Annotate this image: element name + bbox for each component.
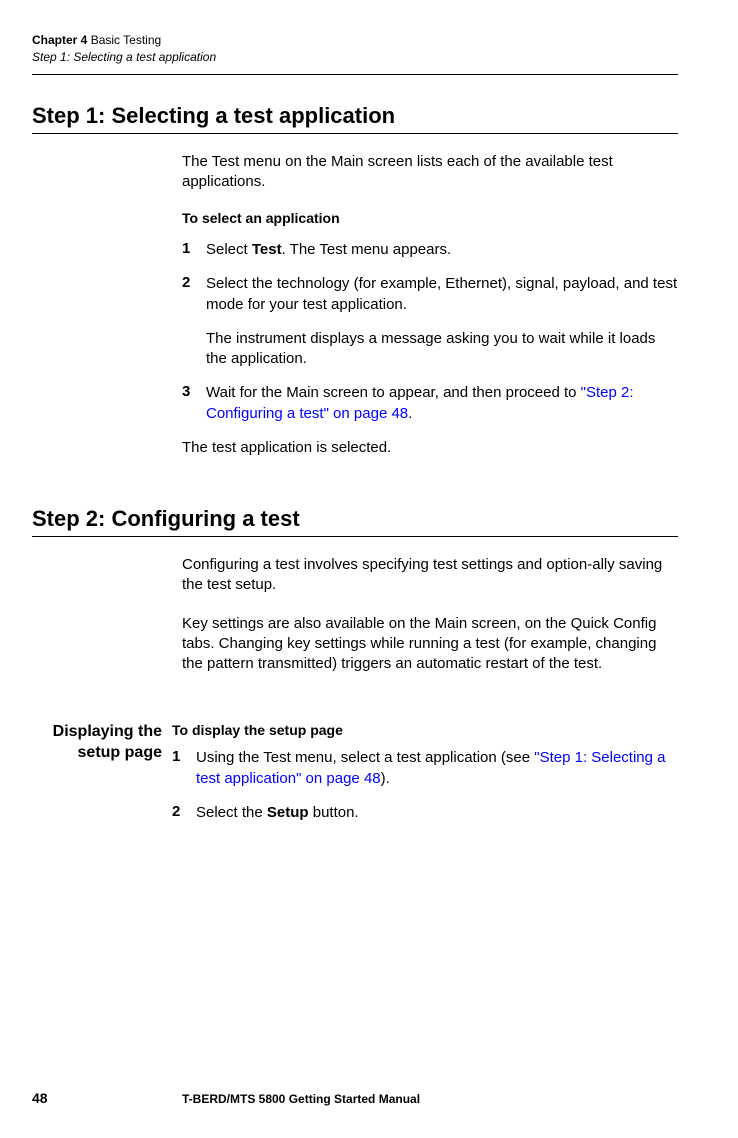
section1-subheading: To select an application (182, 210, 678, 226)
page-header: Chapter 4 Basic Testing Step 1: Selectin… (32, 32, 678, 66)
step-text-pre: Wait for the Main screen to appear, and … (206, 384, 581, 401)
step-number: 1 (182, 240, 206, 260)
step-item: 1 Using the Test menu, select a test app… (172, 748, 678, 789)
step-number: 2 (172, 803, 196, 823)
step-text-pre: Using the Test menu, select a test appli… (196, 749, 534, 766)
section3-subheading: To display the setup page (172, 722, 678, 738)
step-text: Wait for the Main screen to appear, and … (206, 383, 678, 424)
section2-p1: Configuring a test involves specifying t… (182, 555, 678, 596)
step-item: 2 Select the technology (for example, Et… (182, 274, 678, 315)
step-text-bold: Setup (267, 804, 309, 821)
step-text-pre: Select the (196, 804, 267, 821)
section1-closing: The test application is selected. (182, 438, 678, 458)
side-heading-line2: setup page (78, 744, 162, 761)
page-number: 48 (32, 1090, 182, 1106)
step-item: 2 Select the Setup button. (172, 803, 678, 823)
chapter-label: Chapter 4 (32, 33, 87, 47)
step-text-post: ). (381, 770, 390, 787)
side-heading-section: Displaying the setup page To display the… (32, 722, 678, 837)
footer-title: T-BERD/MTS 5800 Getting Started Manual (182, 1092, 420, 1106)
step-item: 3 Wait for the Main screen to appear, an… (182, 383, 678, 424)
section1-intro: The Test menu on the Main screen lists e… (182, 152, 678, 193)
step-text-post: . (408, 405, 412, 422)
header-chapter-line: Chapter 4 Basic Testing (32, 32, 678, 49)
step-text: Select Test. The Test menu appears. (206, 240, 451, 260)
step-text: Select the Setup button. (196, 803, 359, 823)
step-text-post: . The Test menu appears. (282, 241, 452, 258)
section2-p2: Key settings are also available on the M… (182, 614, 678, 675)
step-number: 1 (172, 748, 196, 789)
step-continuation: The instrument displays a message asking… (206, 329, 678, 370)
header-section-title: Step 1: Selecting a test application (32, 49, 678, 66)
step-text: Using the Test menu, select a test appli… (196, 748, 678, 789)
step-text: Select the technology (for example, Ethe… (206, 274, 678, 315)
step-text-bold: Test (252, 241, 282, 258)
section1-heading: Step 1: Selecting a test application (32, 103, 678, 129)
side-content: To display the setup page 1 Using the Te… (172, 722, 678, 837)
step-number: 2 (182, 274, 206, 315)
side-heading: Displaying the setup page (32, 722, 172, 837)
step-item: 1 Select Test. The Test menu appears. (182, 240, 678, 260)
section1-divider (32, 133, 678, 134)
page-footer: 48 T-BERD/MTS 5800 Getting Started Manua… (32, 1090, 678, 1106)
section2-heading: Step 2: Configuring a test (32, 506, 678, 532)
step-text-post: button. (309, 804, 359, 821)
step-number: 3 (182, 383, 206, 424)
header-divider (32, 74, 678, 75)
side-heading-line1: Displaying the (53, 723, 162, 740)
section2-divider (32, 536, 678, 537)
step-text-pre: Select (206, 241, 252, 258)
chapter-title: Basic Testing (91, 33, 161, 47)
